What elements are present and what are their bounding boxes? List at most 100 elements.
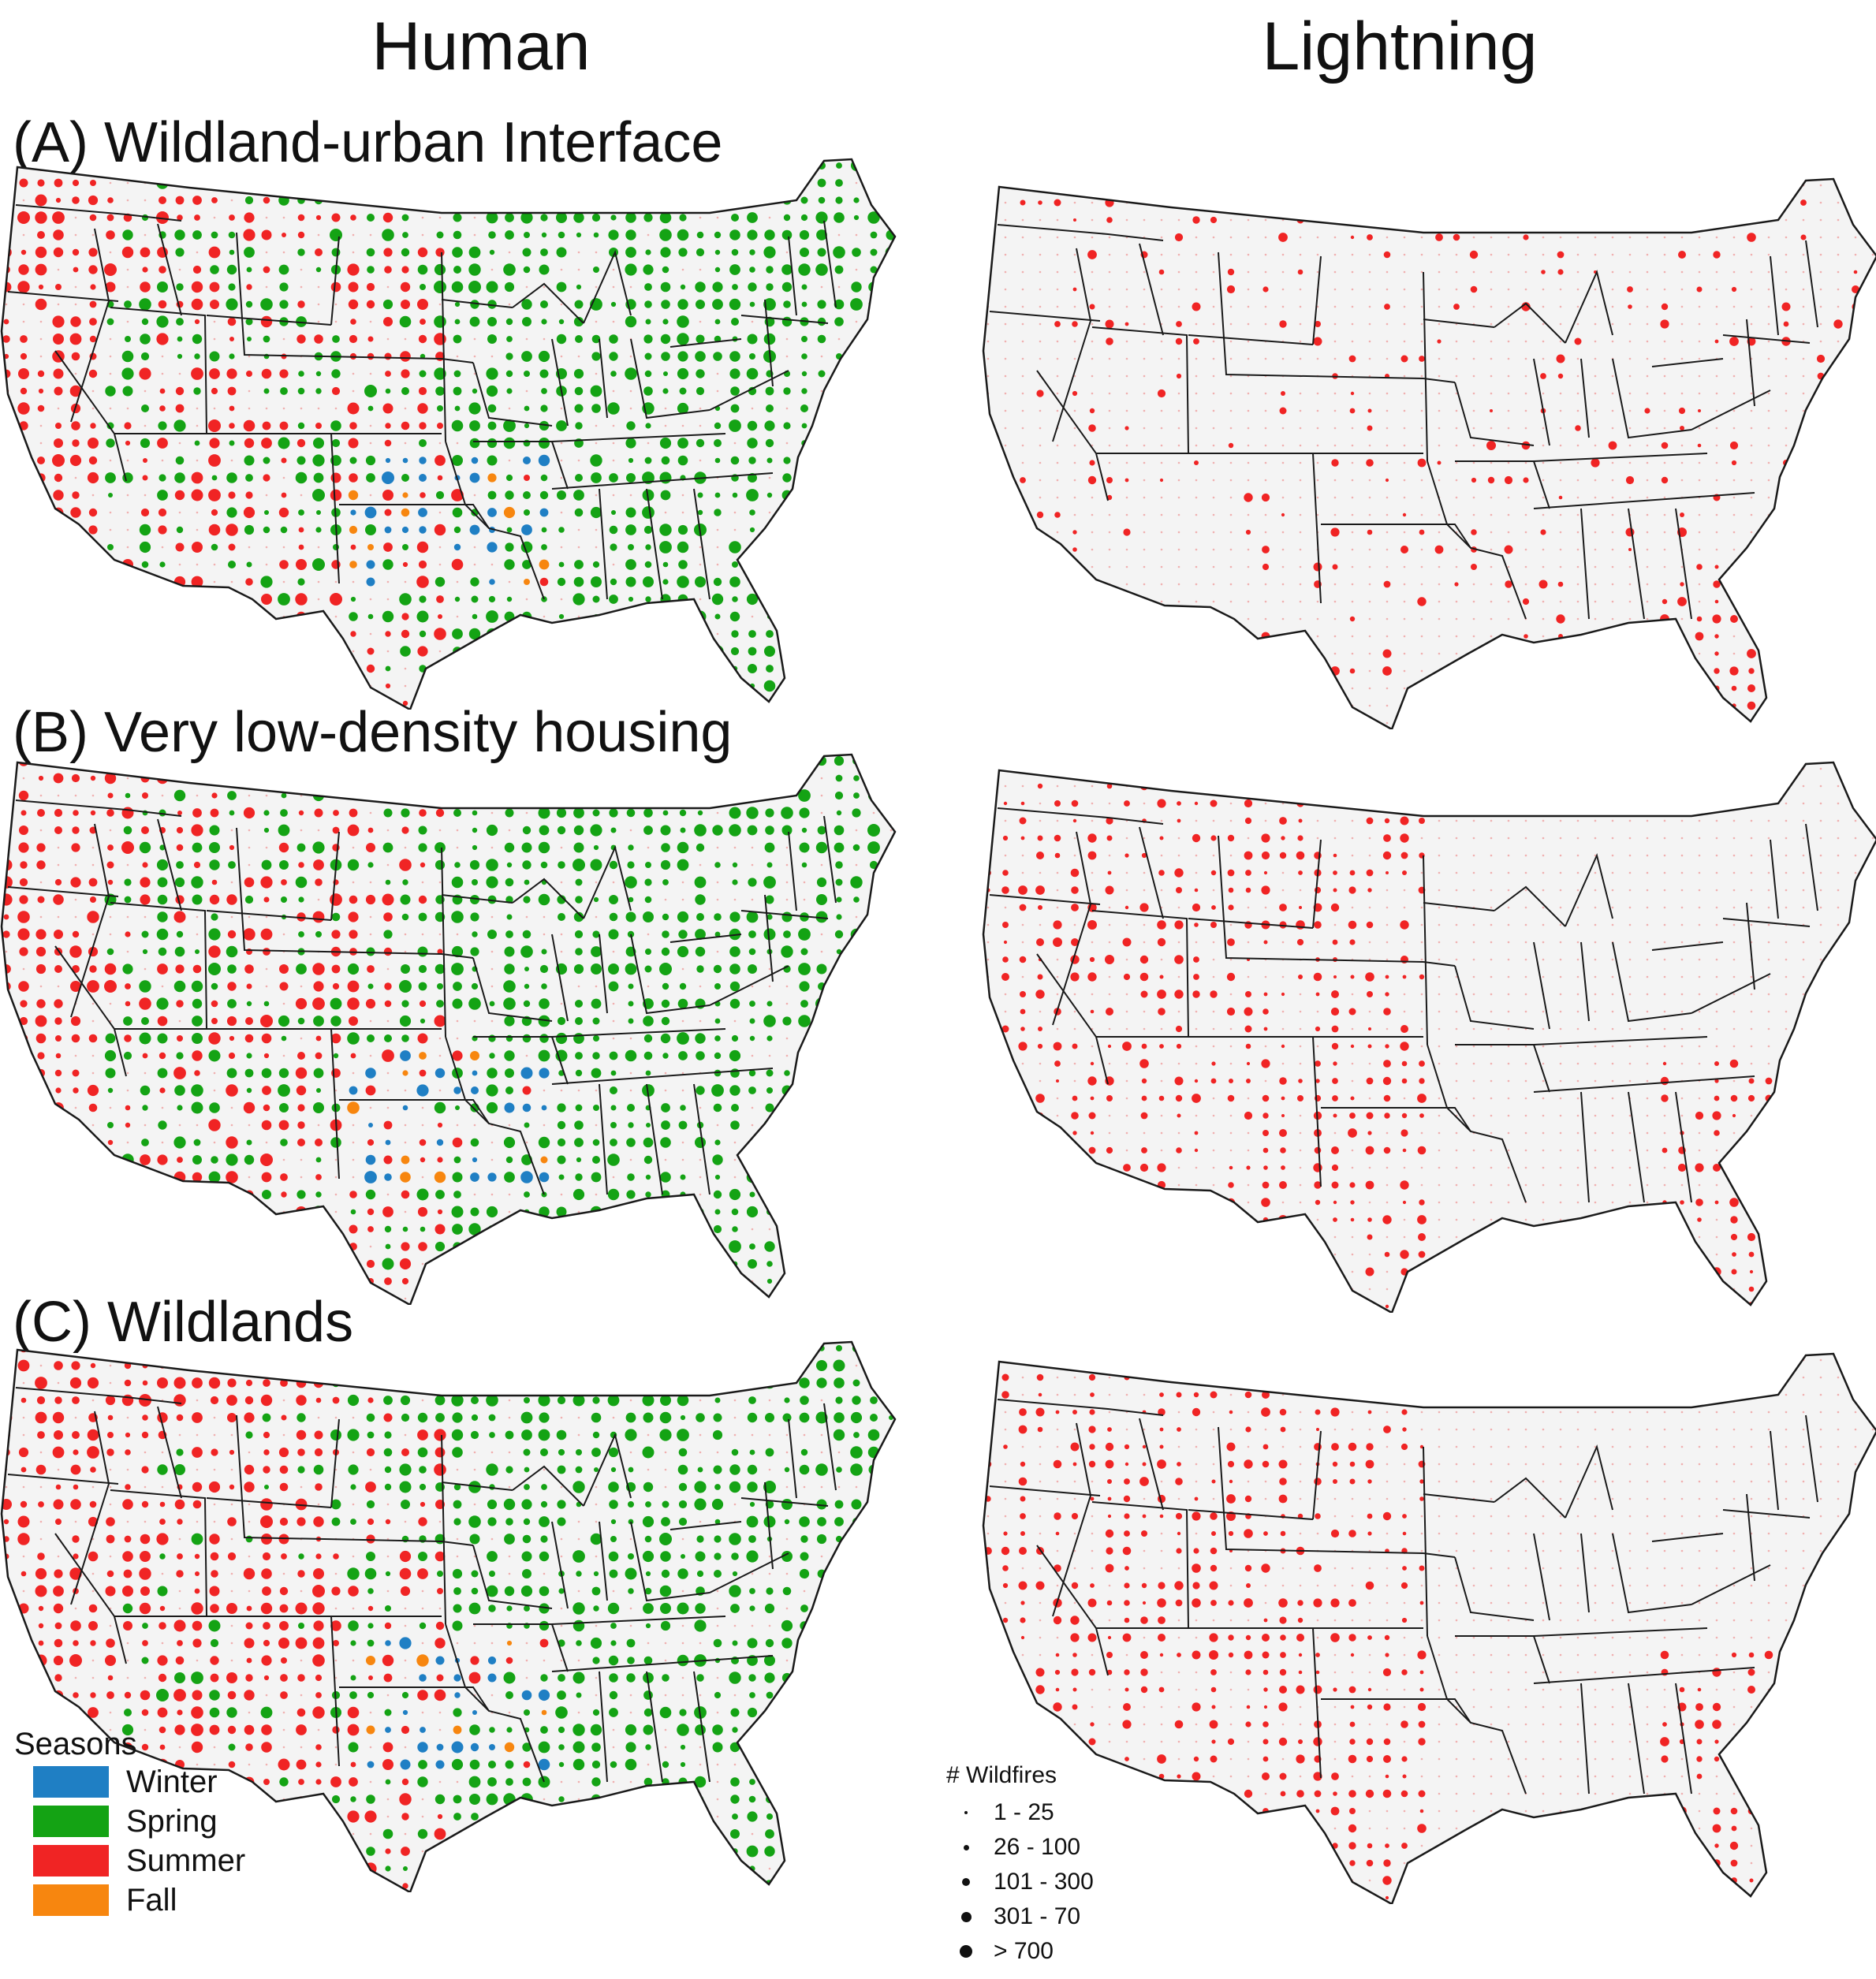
fire-dot [800, 1225, 808, 1233]
fire-dot [438, 511, 442, 514]
fire-dot [38, 775, 44, 781]
fire-dot [486, 1206, 498, 1218]
fire-dot [986, 652, 990, 655]
fire-dot [763, 333, 776, 345]
fire-dot [230, 1228, 233, 1231]
fire-dot [313, 1258, 324, 1269]
fire-dot [1177, 496, 1180, 499]
fire-dot [126, 199, 129, 202]
fire-dot [1160, 704, 1163, 707]
fire-dot [886, 264, 895, 275]
fire-dot [1819, 184, 1822, 187]
fire-dot [1542, 635, 1545, 638]
fire-dot [612, 1262, 615, 1265]
fire-dot [523, 491, 531, 499]
fire-dot [1125, 617, 1128, 621]
fire-dot [1281, 496, 1285, 499]
fire-dot [248, 407, 251, 410]
fire-dot [1802, 375, 1805, 378]
fire-dot [455, 1105, 460, 1110]
fire-dot [628, 596, 634, 602]
fire-dot [211, 665, 218, 673]
fire-dot [159, 162, 166, 170]
fire-dot [560, 881, 563, 884]
fire-dot [819, 423, 825, 429]
fire-dot [401, 1277, 409, 1285]
fire-dot [1124, 426, 1129, 430]
fire-dot [399, 1015, 412, 1027]
fire-dot [248, 846, 251, 849]
fire-dot [21, 1209, 27, 1215]
fire-dot [161, 546, 164, 549]
fire-dot [1073, 583, 1076, 586]
fire-dot [105, 281, 116, 293]
fire-dot [1056, 652, 1059, 655]
fire-dot [369, 915, 372, 919]
fire-dot [1160, 236, 1163, 239]
fire-dot [52, 524, 65, 536]
fire-dot [229, 353, 235, 360]
fire-dot [835, 196, 843, 204]
fire-dot [1819, 322, 1822, 326]
fire-dot [297, 438, 306, 448]
fire-dot [263, 1226, 270, 1232]
fire-dot [452, 628, 463, 639]
fire-dot [282, 216, 285, 219]
fire-dot [1594, 305, 1597, 308]
fire-dot [489, 1001, 495, 1007]
fire-dot [834, 1242, 844, 1251]
fire-dot [660, 490, 671, 501]
fire-dot [1176, 321, 1182, 327]
fire-dot [209, 628, 220, 639]
fire-dot [248, 915, 251, 919]
fire-dot [1177, 357, 1180, 360]
fire-dot [645, 862, 651, 868]
fire-dot [699, 1158, 702, 1161]
fire-dot [246, 758, 252, 764]
fire-dot [226, 610, 238, 623]
fire-dot [660, 859, 671, 870]
fire-dot [3, 1278, 9, 1284]
fire-dot [383, 808, 393, 818]
fire-dot [1594, 704, 1597, 707]
fire-dot [71, 773, 80, 783]
fire-dot [1229, 236, 1233, 239]
fire-dot [175, 1259, 185, 1269]
fire-dot [108, 493, 113, 498]
fire-dot [227, 317, 237, 326]
fire-dot [280, 809, 288, 817]
fire-dot [1524, 427, 1527, 430]
fire-dot [1386, 721, 1389, 725]
fire-dot [317, 580, 320, 583]
fire-dot [783, 509, 791, 516]
fire-dot [1490, 721, 1493, 725]
fire-dot [1871, 236, 1874, 239]
fire-dot [1767, 617, 1770, 621]
fire-dot [53, 368, 64, 379]
fire-dot [1021, 444, 1024, 447]
fire-dot [817, 300, 826, 309]
fire-dot [21, 249, 27, 255]
fire-dot [383, 756, 393, 766]
fire-dot [729, 1049, 741, 1062]
fire-dot [261, 160, 272, 171]
fire-dot [1542, 479, 1545, 482]
fire-dot [1195, 687, 1198, 690]
fire-dot [349, 1086, 358, 1095]
fire-dot [1625, 527, 1635, 537]
state-border [1139, 243, 1164, 336]
fire-dot [1819, 513, 1822, 516]
fire-dot [766, 404, 774, 412]
fire-dot [1507, 392, 1510, 395]
fire-dot [629, 389, 632, 393]
fire-dot [575, 1017, 583, 1025]
fire-dot [1351, 687, 1354, 690]
fire-dot [819, 683, 825, 689]
fire-dot [125, 983, 131, 990]
fire-dot [1368, 201, 1371, 204]
fire-dot [729, 807, 741, 819]
fire-dot [419, 474, 427, 482]
fire-dot [73, 810, 79, 816]
fire-dot [456, 1019, 459, 1023]
fire-dot [1281, 461, 1285, 464]
